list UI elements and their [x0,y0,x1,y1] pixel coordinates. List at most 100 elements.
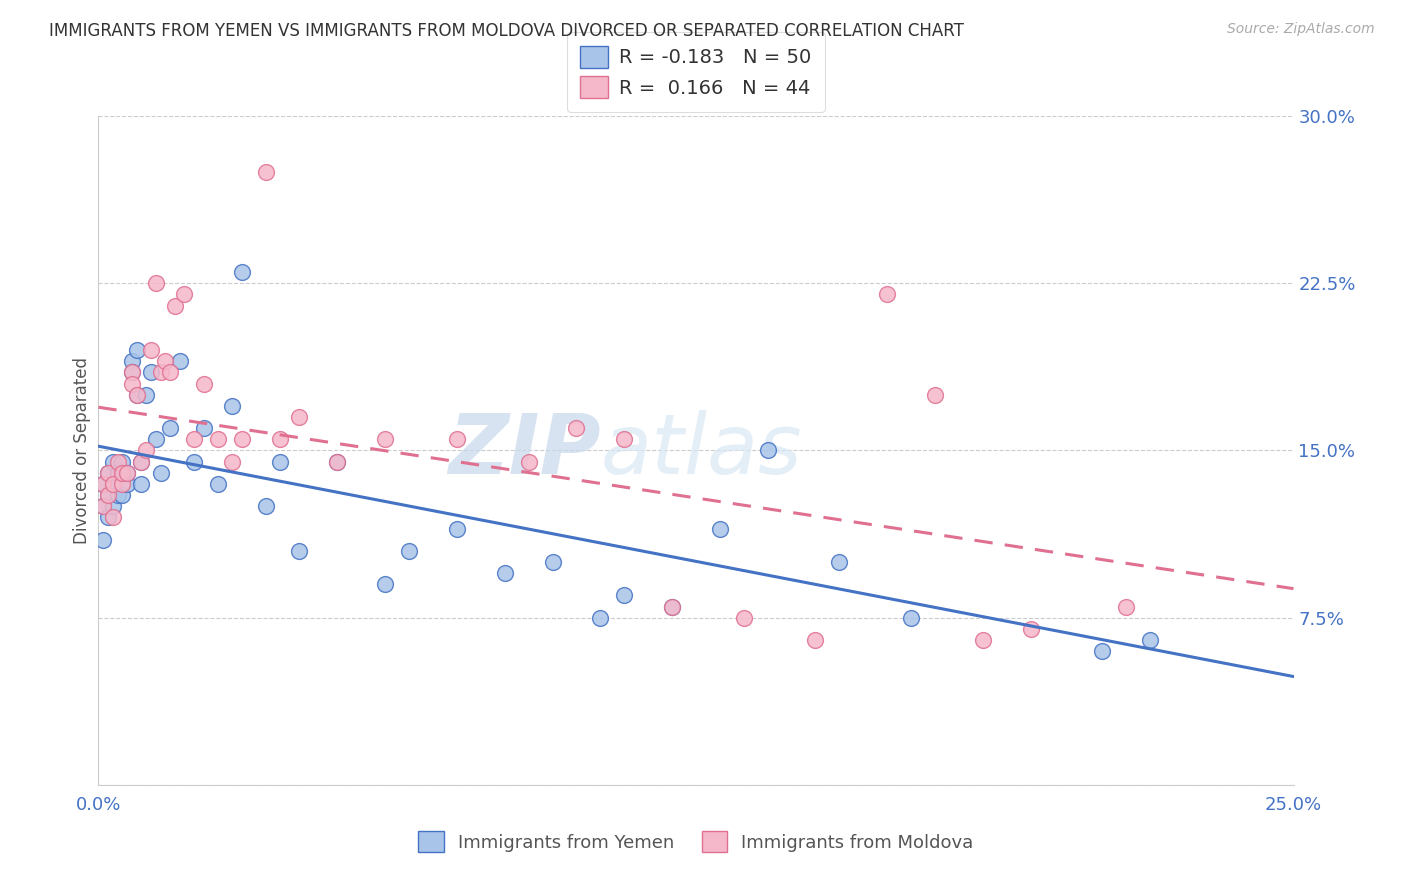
Point [288,544,311,558]
Point [804,633,827,648]
Point [231,433,253,447]
Point [145,433,167,447]
Point [169,354,191,368]
Point [900,611,922,625]
Point [97,466,120,480]
Point [91,500,114,514]
Point [972,633,994,648]
Point [125,343,148,358]
Point [876,287,898,301]
Point [121,366,143,380]
Point [97,510,120,524]
Point [91,533,114,547]
Y-axis label: Divorced or Separated: Divorced or Separated [73,357,91,544]
Point [1091,644,1114,658]
Point [149,366,172,380]
Point [207,476,229,491]
Point [661,599,683,614]
Legend: Immigrants from Yemen, Immigrants from Moldova: Immigrants from Yemen, Immigrants from M… [408,821,984,863]
Point [254,164,277,178]
Point [107,466,129,480]
Point [107,488,129,502]
Point [565,421,588,435]
Point [828,555,851,569]
Point [589,611,612,625]
Point [288,410,311,425]
Point [155,354,177,368]
Point [163,298,186,313]
Point [101,455,124,469]
Point [115,466,138,480]
Point [91,500,114,514]
Point [101,510,124,524]
Point [111,488,134,502]
Point [91,476,114,491]
Point [661,599,683,614]
Point [221,399,243,413]
Point [1139,633,1161,648]
Text: ZIP: ZIP [447,410,600,491]
Point [374,433,396,447]
Point [145,277,167,291]
Point [207,433,229,447]
Point [613,433,636,447]
Point [159,421,181,435]
Point [613,589,636,603]
Point [326,455,349,469]
Point [374,577,396,591]
Point [183,433,205,447]
Point [193,421,215,435]
Point [111,455,134,469]
Point [111,476,134,491]
Point [149,466,172,480]
Point [398,544,420,558]
Point [91,476,114,491]
Point [517,455,540,469]
Point [101,500,124,514]
Point [1019,622,1042,636]
Point [125,387,148,401]
Point [269,433,291,447]
Point [121,354,143,368]
Point [269,455,291,469]
Point [183,455,205,469]
Point [107,455,129,469]
Point [101,476,124,491]
Point [193,376,215,391]
Point [924,387,946,401]
Point [125,387,148,401]
Point [97,488,120,502]
Point [221,455,243,469]
Point [111,466,134,480]
Point [494,566,516,581]
Text: Source: ZipAtlas.com: Source: ZipAtlas.com [1227,22,1375,37]
Point [139,343,162,358]
Point [1115,599,1137,614]
Point [173,287,195,301]
Point [115,466,138,480]
Point [159,366,181,380]
Point [131,476,153,491]
Point [101,476,124,491]
Text: IMMIGRANTS FROM YEMEN VS IMMIGRANTS FROM MOLDOVA DIVORCED OR SEPARATED CORRELATI: IMMIGRANTS FROM YEMEN VS IMMIGRANTS FROM… [49,22,965,40]
Point [254,500,277,514]
Point [231,265,253,279]
Point [131,455,153,469]
Text: atlas: atlas [600,410,801,491]
Point [97,488,120,502]
Point [326,455,349,469]
Point [139,366,162,380]
Point [121,376,143,391]
Point [446,433,468,447]
Point [446,521,468,535]
Point [121,366,143,380]
Point [541,555,564,569]
Point [733,611,755,625]
Point [756,443,779,458]
Point [135,443,157,458]
Point [115,476,138,491]
Point [97,466,120,480]
Point [135,387,157,401]
Point [709,521,731,535]
Point [131,455,153,469]
